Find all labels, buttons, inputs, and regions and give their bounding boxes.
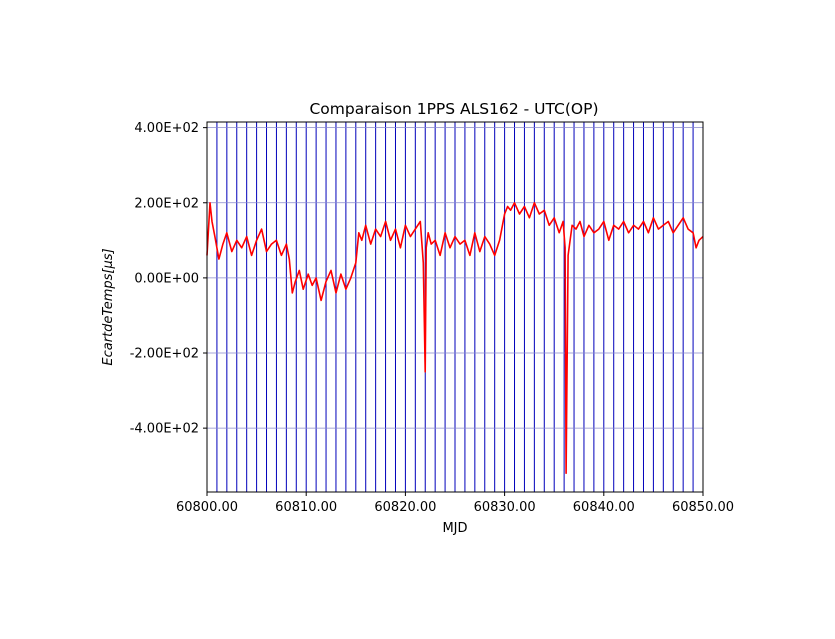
x-tick-label: 60830.00 [474, 500, 536, 515]
y-tick-label: 2.00E+02 [134, 196, 199, 211]
plot-frame [206, 121, 704, 493]
x-axis-label: MJD [442, 521, 467, 536]
x-tick-label: 60800.00 [176, 500, 238, 515]
y-axis-label: EcartdeTemps[μs] [101, 248, 116, 365]
x-tick-label: 60840.00 [573, 500, 635, 515]
x-tick-label: 60850.00 [672, 500, 734, 515]
y-axis-ticks: 4.00E+02 2.00E+02 0.00E+00 -2.00E+02 -4.00E+… [130, 121, 207, 437]
series-line-0 [206, 202, 704, 475]
x-tick-label: 60820.00 [374, 500, 436, 515]
horizontal-gridlines [207, 127, 703, 429]
y-tick-label: 0.00E+00 [134, 271, 199, 286]
y-tick-label: 4.00E+02 [134, 121, 199, 136]
x-tick-label: 60810.00 [275, 500, 337, 515]
series-layer [206, 202, 704, 475]
chart-title: Comparaison 1PPS ALS162 - UTC(OP) [309, 100, 598, 118]
y-tick-label: -2.00E+02 [130, 347, 199, 362]
y-tick-label: -4.00E+02 [130, 422, 199, 437]
x-axis-ticks: 60800.00 60810.00 60820.00 60830.00 60840.00… [176, 492, 734, 515]
vertical-gridlines [206, 122, 704, 492]
